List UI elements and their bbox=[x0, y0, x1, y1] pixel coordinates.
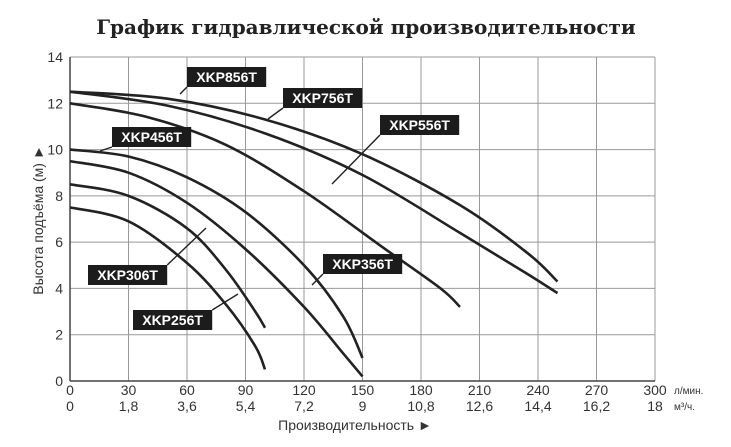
y-tick-label: 10 bbox=[47, 142, 63, 158]
x-tick-label-secondary: 5,4 bbox=[236, 398, 256, 414]
x-tick-label-secondary: 9 bbox=[359, 398, 367, 414]
grid bbox=[69, 56, 656, 382]
series-label-box bbox=[88, 265, 168, 285]
performance-curves bbox=[69, 90, 559, 378]
x-tick-label-secondary: 10,8 bbox=[407, 398, 434, 414]
x-tick-label-primary: 60 bbox=[179, 382, 195, 398]
x-tick-label-primary: 180 bbox=[409, 382, 433, 398]
x-tick-label-primary: 210 bbox=[468, 382, 492, 398]
y-tick-label: 0 bbox=[55, 373, 63, 389]
curve-xkp256t bbox=[69, 206, 267, 370]
series-label: XKP856T bbox=[196, 69, 257, 85]
series-label: XKP356T bbox=[332, 256, 393, 272]
curve-xkp856t bbox=[69, 90, 559, 283]
x-tick-label-secondary: 7,2 bbox=[294, 398, 314, 414]
x-tick-label-primary: 240 bbox=[526, 382, 550, 398]
x-axis-label: Производительность ► bbox=[278, 417, 432, 433]
x-tick-label-secondary: 14,4 bbox=[524, 398, 551, 414]
x-tick-label-primary: 120 bbox=[292, 382, 316, 398]
x-tick-label-primary: 90 bbox=[238, 382, 254, 398]
series-label: XKP306T bbox=[97, 267, 158, 283]
axes: 00301,8603,6905,41207,2150918010,821012,… bbox=[47, 49, 666, 414]
y-tick-label: 4 bbox=[55, 280, 63, 296]
x-tick-label-secondary: 16,2 bbox=[583, 398, 610, 414]
leader-line bbox=[311, 273, 324, 286]
x-tick-label-secondary: 12,6 bbox=[466, 398, 493, 414]
series-label-box bbox=[133, 310, 213, 330]
x-unit-secondary: м³/ч. bbox=[674, 402, 695, 413]
y-tick-label: 8 bbox=[55, 188, 63, 204]
series-labels: XKP856T XKP756T XKP556T XKP456T XKP356T XKP30… bbox=[88, 67, 460, 330]
series-label: XKP556T bbox=[389, 117, 450, 133]
x-tick-label-primary: 270 bbox=[585, 382, 609, 398]
leader-line bbox=[179, 86, 188, 95]
series-label-box bbox=[187, 67, 267, 87]
x-tick-label-secondary: 1,8 bbox=[119, 398, 139, 414]
series-label: XKP256T bbox=[142, 312, 203, 328]
chart-title: График гидравлической производительности bbox=[96, 15, 636, 39]
series-label-box bbox=[112, 127, 192, 147]
curve-xkp556t bbox=[69, 102, 461, 308]
series-label-box bbox=[323, 254, 403, 274]
x-tick-label-secondary: 0 bbox=[66, 398, 74, 414]
curve-xkp756t bbox=[69, 90, 559, 295]
curve-xkp356t bbox=[69, 159, 364, 378]
series-label: XKP456T bbox=[121, 129, 182, 145]
y-tick-label: 14 bbox=[47, 49, 63, 65]
series-label-box bbox=[283, 88, 363, 108]
y-tick-label: 2 bbox=[55, 327, 63, 343]
series-label: XKP756T bbox=[292, 90, 353, 106]
y-tick-label: 6 bbox=[55, 234, 63, 250]
x-tick-label-secondary: 18 bbox=[647, 398, 663, 414]
x-tick-label-primary: 300 bbox=[643, 382, 667, 398]
leader-line bbox=[267, 107, 284, 120]
x-tick-label-secondary: 3,6 bbox=[177, 398, 197, 414]
curve-xkp306t bbox=[69, 183, 267, 329]
leader-line bbox=[99, 146, 113, 152]
curve-xkp456t bbox=[69, 148, 364, 359]
y-axis-label: Высота подъёма (м) ► bbox=[30, 145, 46, 294]
x-tick-label-primary: 0 bbox=[66, 382, 74, 398]
leader-line bbox=[166, 227, 207, 266]
x-tick-label-primary: 30 bbox=[121, 382, 137, 398]
series-label-box bbox=[380, 115, 460, 135]
leader-line bbox=[211, 293, 239, 311]
x-unit-primary: л/мин. bbox=[674, 386, 703, 397]
leader-line bbox=[331, 134, 381, 185]
x-tick-label-primary: 150 bbox=[351, 382, 375, 398]
y-tick-label: 12 bbox=[47, 95, 63, 111]
